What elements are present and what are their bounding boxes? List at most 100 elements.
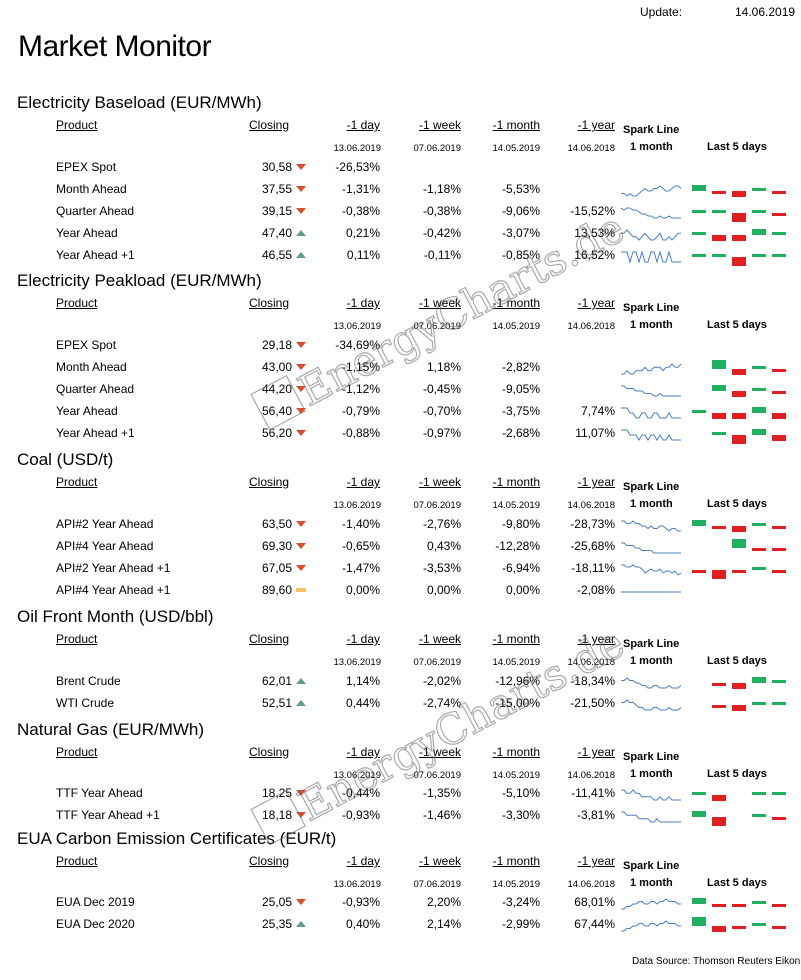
last5-bar (692, 792, 706, 795)
header-spark-line: Spark Line (623, 302, 680, 314)
last5-bar (772, 391, 786, 394)
spark-line (621, 920, 681, 932)
header-closing: Closing (249, 745, 290, 759)
product-name: Brent Crude (56, 674, 121, 688)
last5-bar (712, 210, 726, 213)
product-name: Month Ahead (56, 182, 127, 196)
closing-value: 18,25 (261, 786, 292, 800)
spark-line-path (621, 920, 681, 932)
change-month: -9,80% (501, 517, 540, 531)
header-day: -1 day (346, 854, 380, 868)
change-year: -15,52% (570, 204, 615, 218)
product-name: EUA Dec 2020 (56, 917, 135, 931)
change-day: 0,40% (345, 917, 380, 931)
product-name: Year Ahead (56, 226, 118, 240)
spark-line (621, 429, 681, 441)
header-month: -1 month (492, 854, 540, 868)
last5-bar (772, 232, 786, 235)
product-name: Year Ahead +1 (56, 248, 135, 262)
date-0: 13.06.2019 (333, 321, 381, 332)
last5-bar (712, 385, 726, 391)
product-name: Quarter Ahead (56, 382, 135, 396)
last5-bar (772, 570, 786, 573)
last5-bar (752, 523, 766, 526)
change-day: -1,40% (341, 517, 380, 531)
date-3: 14.06.2018 (567, 657, 615, 668)
last5-bar (752, 677, 766, 683)
last5-bar (732, 570, 746, 573)
header-week: -1 week (418, 296, 461, 310)
spark-line-path (621, 363, 682, 375)
change-month: -5,53% (501, 182, 540, 196)
last5-bar (752, 388, 766, 391)
last5-bar (712, 926, 726, 932)
last5-bar (772, 213, 786, 216)
spark-line-path (621, 677, 682, 689)
last5-bar (752, 407, 766, 413)
header-month: -1 month (492, 632, 540, 646)
last5-bar (752, 229, 766, 235)
product-name: Quarter Ahead (56, 204, 135, 218)
last5-bar (772, 413, 786, 419)
date-1: 07.06.2019 (413, 321, 461, 332)
trend-down-icon (296, 430, 306, 436)
header-year: -1 year (577, 632, 615, 646)
trend-down-icon (296, 342, 306, 348)
date-2: 14.05.2019 (492, 143, 540, 154)
update-label: Update: (640, 5, 683, 19)
change-week: 2,14% (426, 917, 461, 931)
change-month: -3,75% (501, 404, 540, 418)
header-product: Product (56, 118, 98, 132)
trend-down-icon (296, 186, 306, 192)
change-week: -3,53% (422, 561, 461, 575)
change-week: 0,43% (426, 539, 461, 553)
change-month: -2,99% (501, 917, 540, 931)
trend-up-icon (296, 230, 306, 236)
change-week: -0,70% (422, 404, 461, 418)
header-day: -1 day (346, 475, 380, 489)
date-3: 14.06.2018 (567, 500, 615, 511)
last5-bar (772, 926, 786, 929)
header-closing: Closing (249, 296, 290, 310)
spark-line-path (621, 699, 682, 711)
last5-bar (752, 210, 766, 213)
last5-bar (732, 526, 746, 532)
header-year: -1 year (577, 745, 615, 759)
last5-bar (692, 185, 706, 191)
closing-value: 52,51 (261, 696, 292, 710)
header-product: Product (56, 632, 98, 646)
date-1: 07.06.2019 (413, 770, 461, 781)
header-day: -1 day (346, 118, 380, 132)
change-year: 16,52% (574, 248, 615, 262)
closing-value: 43,00 (261, 360, 292, 374)
header-year: -1 year (577, 475, 615, 489)
date-0: 13.06.2019 (333, 770, 381, 781)
change-week: -0,11% (423, 248, 461, 262)
section-title: Coal (USD/t) (17, 450, 114, 469)
header-week: -1 week (418, 632, 461, 646)
last5-bar (752, 792, 766, 795)
change-day: 0,21% (345, 226, 380, 240)
change-month: -3,24% (501, 895, 540, 909)
closing-value: 39,15 (261, 204, 292, 218)
spark-line-path (621, 542, 681, 554)
last5-bar (732, 391, 746, 397)
closing-value: 46,55 (261, 248, 292, 262)
change-year: 67,44% (574, 917, 615, 931)
product-name: API#2 Year Ahead +1 (56, 561, 171, 575)
last5-bar (692, 254, 706, 257)
header-month: -1 month (492, 118, 540, 132)
closing-value: 37,55 (261, 182, 292, 196)
last5-bar (692, 232, 706, 235)
trend-down-icon (296, 386, 306, 392)
last5-bar (752, 814, 766, 817)
change-day: -0,93% (341, 895, 380, 909)
date-1: 07.06.2019 (413, 143, 461, 154)
header-last5: Last 5 days (707, 498, 767, 510)
spark-line (621, 591, 681, 593)
spark-line (621, 385, 681, 397)
spark-line (621, 407, 681, 419)
last5-bar (732, 539, 746, 548)
trend-down-icon (296, 208, 306, 214)
last5-bar (732, 235, 746, 241)
